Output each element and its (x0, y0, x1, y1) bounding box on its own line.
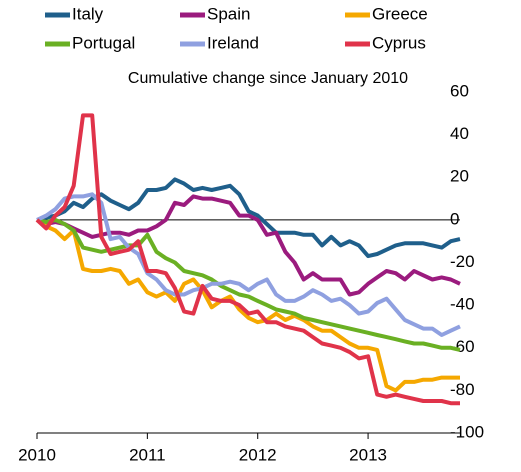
y-tick-label: -80 (450, 380, 475, 399)
legend-label: Italy (72, 4, 104, 23)
series-line (36, 177, 461, 259)
y-tick-label: -60 (450, 337, 475, 356)
legend-label: Spain (207, 4, 250, 23)
y-tick-label: 0 (450, 209, 459, 228)
y-tick-label: -20 (450, 252, 475, 271)
y-tick-label: 60 (450, 81, 469, 100)
x-tick-label: 2011 (129, 445, 166, 464)
legend-label: Portugal (72, 33, 135, 52)
legend-label: Cyprus (372, 33, 426, 52)
y-tick-label: -40 (450, 295, 475, 314)
y-tick-label: 40 (450, 124, 469, 143)
legend-label: Ireland (207, 33, 259, 52)
series-line (36, 192, 461, 337)
series-line (35, 218, 460, 393)
y-tick-label: -100 (450, 422, 484, 441)
chart-subtitle: Cumulative change since January 2010 (128, 70, 408, 87)
series-line (35, 113, 460, 406)
x-tick-label: 2010 (18, 445, 56, 464)
legend-label: Greece (372, 4, 428, 23)
y-tick-label: 20 (450, 167, 469, 186)
x-tick-label: 2013 (349, 445, 387, 464)
x-tick-label: 2012 (239, 445, 277, 464)
